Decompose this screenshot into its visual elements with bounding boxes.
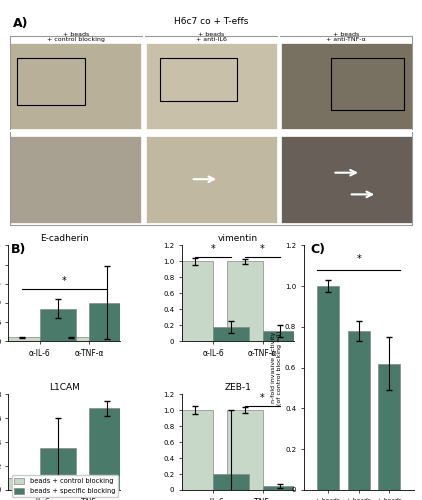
Bar	[227, 410, 262, 490]
Title: vimentin: vimentin	[218, 234, 258, 243]
Bar	[178, 410, 213, 490]
Bar	[213, 327, 249, 342]
Bar	[89, 408, 125, 490]
Title: ZEB-1: ZEB-1	[225, 383, 252, 392]
Text: H6c7 co + T-effs: H6c7 co + T-effs	[174, 16, 248, 26]
Text: *: *	[260, 244, 265, 254]
Text: C): C)	[310, 242, 325, 256]
Text: B): B)	[11, 242, 26, 256]
Bar	[16, 58, 85, 106]
Bar	[4, 478, 40, 490]
Bar	[262, 486, 298, 490]
Bar	[379, 364, 400, 490]
Text: *: *	[260, 392, 265, 402]
Text: + beads
+ anti-IL6: + beads + anti-IL6	[196, 32, 227, 42]
Text: + beads
+ anti-TNF-α: + beads + anti-TNF-α	[326, 32, 366, 42]
Legend: beads + control blocking, beads + specific blocking: beads + control blocking, beads + specif…	[12, 476, 118, 496]
Bar	[317, 286, 339, 490]
Bar	[4, 338, 40, 342]
FancyBboxPatch shape	[146, 42, 277, 130]
Y-axis label: n-fold invasive activity
(of control blocking =1): n-fold invasive activity (of control blo…	[271, 330, 282, 405]
Bar	[53, 338, 89, 342]
FancyBboxPatch shape	[281, 136, 411, 222]
Bar	[40, 308, 76, 342]
Text: *: *	[356, 254, 361, 264]
Bar	[331, 58, 404, 110]
Bar	[40, 448, 76, 490]
FancyBboxPatch shape	[146, 136, 277, 222]
Bar	[348, 331, 370, 490]
Text: *: *	[62, 276, 67, 285]
Text: + beads
+ control blocking: + beads + control blocking	[47, 32, 105, 42]
Bar	[160, 58, 237, 101]
Bar	[53, 478, 89, 490]
Text: A): A)	[13, 16, 28, 30]
FancyBboxPatch shape	[11, 136, 141, 222]
Bar	[262, 331, 298, 342]
Title: L1CAM: L1CAM	[49, 383, 80, 392]
Title: E-cadherin: E-cadherin	[40, 234, 89, 243]
FancyBboxPatch shape	[281, 42, 411, 130]
Bar	[227, 262, 262, 342]
Bar	[89, 303, 125, 342]
Text: *: *	[211, 244, 216, 254]
Bar	[178, 262, 213, 342]
Bar	[213, 474, 249, 490]
FancyBboxPatch shape	[11, 42, 141, 130]
